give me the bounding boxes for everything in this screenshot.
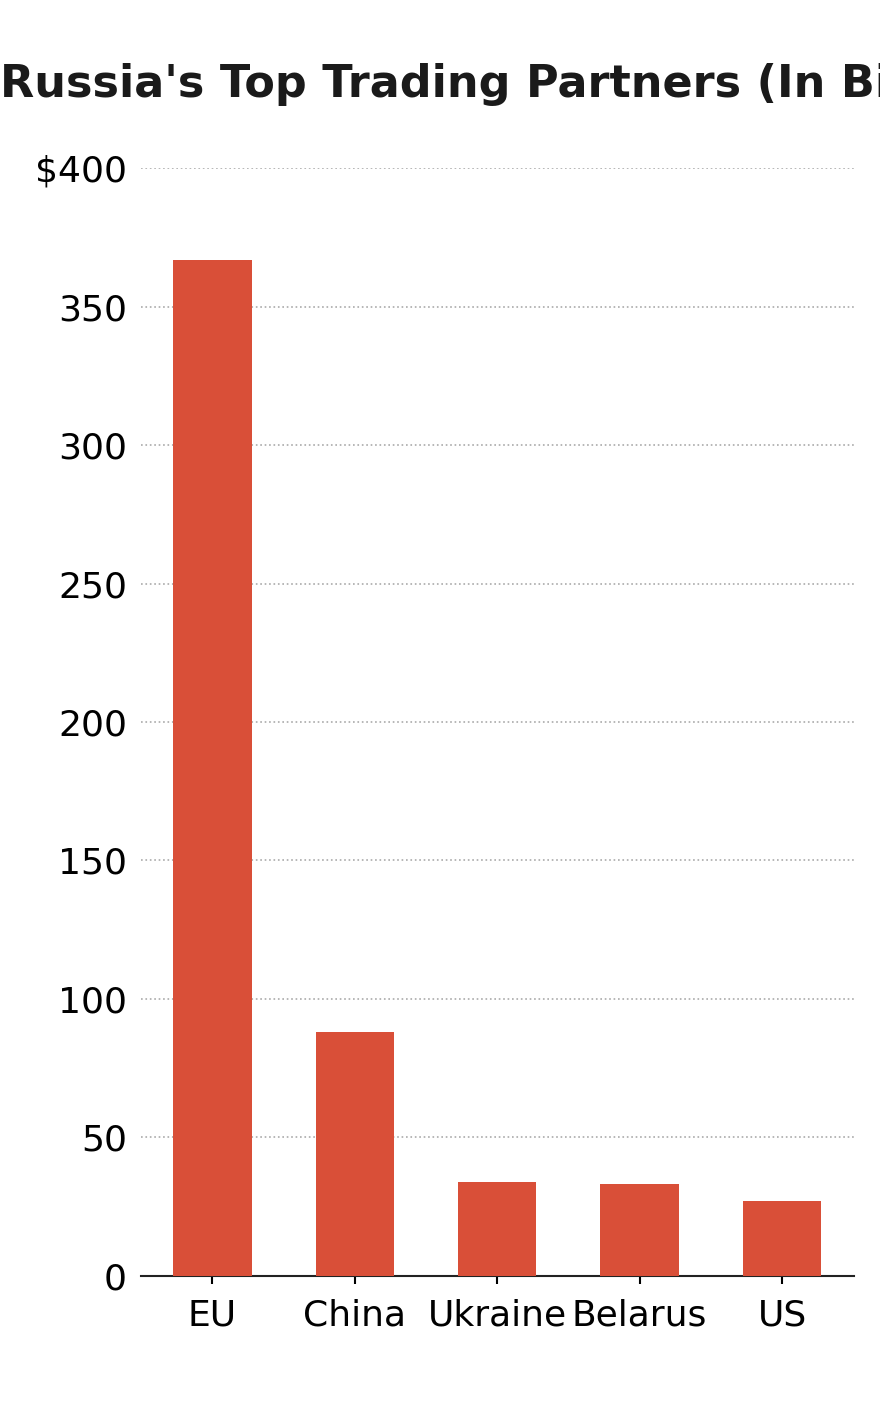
Bar: [743, 1202, 821, 1276]
Text: Russia's Top Trading Partners (In Billions): Russia's Top Trading Partners (In Billio…: [0, 63, 880, 107]
Bar: [173, 259, 252, 1276]
Bar: [458, 1182, 537, 1276]
Bar: [600, 1185, 678, 1276]
Bar: [316, 1032, 394, 1276]
